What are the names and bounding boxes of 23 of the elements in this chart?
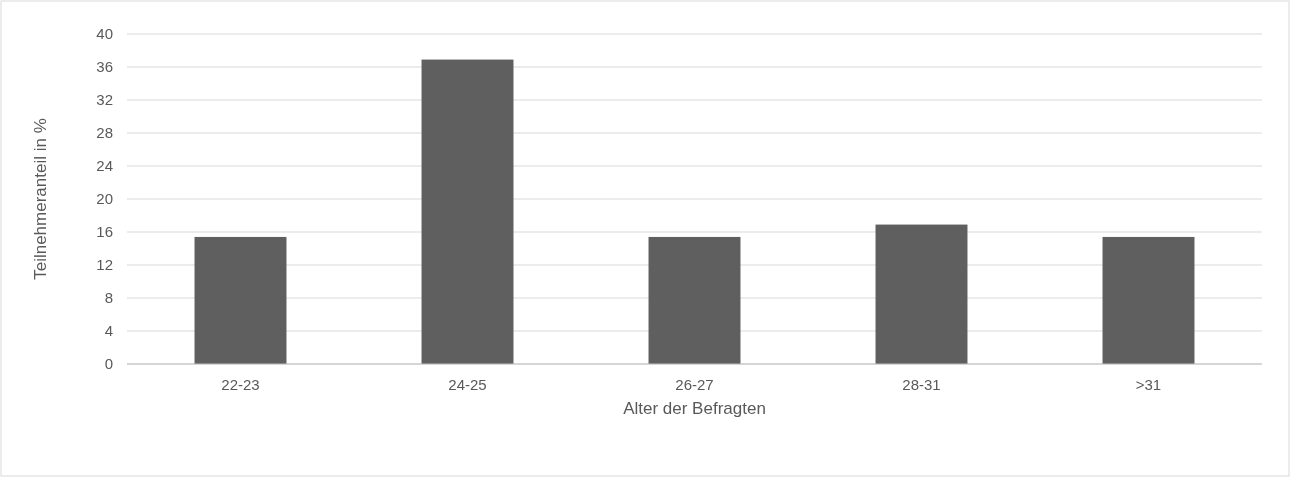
- y-tick-label: 0: [104, 355, 113, 373]
- y-tick-label: 8: [104, 289, 113, 307]
- x-tick-label: 26-27: [675, 376, 714, 393]
- x-tick-label: >31: [1135, 376, 1162, 393]
- y-tick-label: 16: [96, 223, 113, 241]
- bar: [421, 59, 514, 364]
- y-axis-title: Teilnehmeranteil in %: [31, 118, 50, 280]
- y-tick-label: 36: [96, 58, 113, 76]
- bar: [1102, 236, 1195, 364]
- bar: [194, 236, 287, 364]
- y-tick-label: 4: [104, 322, 113, 340]
- y-tick-label: 32: [96, 91, 113, 109]
- bar: [875, 224, 968, 364]
- x-tick-label: 22-23: [221, 376, 260, 393]
- x-tick-label: 24-25: [448, 376, 487, 393]
- y-tick-label: 24: [96, 157, 113, 175]
- y-tick-label: 20: [96, 190, 113, 208]
- x-axis-title: Alter der Befragten: [623, 399, 766, 418]
- y-tick-label: 12: [96, 256, 113, 274]
- y-tick-label: 28: [96, 124, 113, 142]
- x-tick-label: 28-31: [902, 376, 941, 393]
- y-tick-label: 40: [96, 25, 113, 43]
- bar: [648, 236, 741, 364]
